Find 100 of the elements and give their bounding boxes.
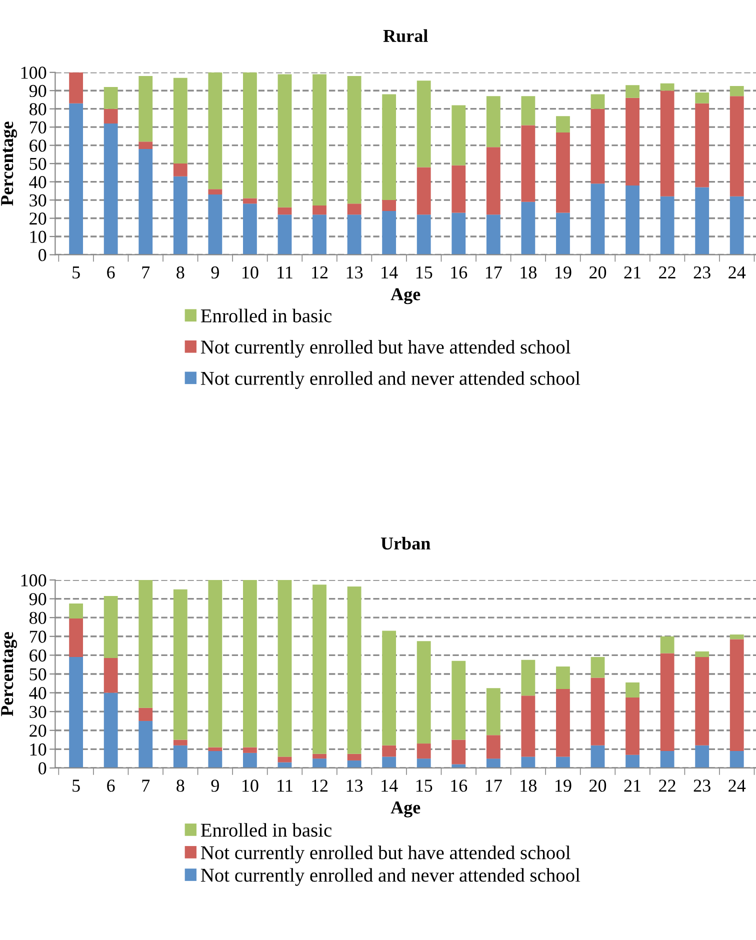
x-tick-label: 5 [72,780,80,792]
bar [695,187,710,255]
bar [486,147,500,215]
bar [452,165,466,213]
bar [278,207,292,215]
bar [382,210,396,255]
x-tick-label: 18 [520,266,537,279]
bar [208,747,222,752]
bar [556,756,570,768]
bar [730,751,744,768]
x-tick-label: 21 [624,266,640,278]
bar [556,132,570,213]
bar [626,682,640,698]
bar [695,745,710,768]
bar [486,758,500,768]
bar [730,639,744,752]
bar [660,90,674,196]
bar [243,204,257,255]
bar [312,758,326,768]
bar [104,108,118,124]
bar [208,72,222,190]
bar [138,142,153,149]
bar [278,74,292,208]
bar [590,657,605,678]
bar [278,580,292,757]
bar [452,764,466,768]
bar [521,756,536,768]
y-tick-label: 30 [30,706,46,718]
bar [660,83,674,91]
bar [590,108,605,184]
bar [312,206,326,215]
y-tick-label: 10 [30,743,46,756]
x-tick-label: 12 [312,780,328,792]
bar [590,184,605,255]
bar [347,214,362,255]
bar [730,634,744,640]
x-tick-label: 17 [486,780,502,792]
x-tick-label: 14 [382,266,398,278]
bar [556,116,570,133]
x-tick-label: 19 [556,780,572,792]
bar [416,641,431,744]
bar [590,678,605,746]
x-tick-label: 17 [486,266,502,278]
x-tick-label: 8 [176,266,184,279]
x-tick-label: 16 [451,780,468,792]
bar [243,752,257,768]
bar [382,745,396,757]
bar [278,756,292,762]
x-tick-label: 20 [590,266,606,279]
x-tick-label: 23 [694,266,710,279]
y-tick-label: 70 [30,630,46,643]
bar [556,666,570,690]
bar [382,630,396,746]
x-tick-label: 8 [176,780,184,792]
y-tick-label: 20 [30,212,46,225]
bar [173,78,188,164]
bar [452,660,466,740]
x-axis-title: Age [390,801,420,818]
y-tick-label: 30 [30,194,46,206]
bar [416,758,431,768]
bar [695,103,710,188]
y-tick-label: 0 [38,762,46,774]
bar [243,198,257,204]
legend-label: Not currently enrolled and never attended school [200,868,580,886]
bar [208,751,222,768]
y-tick-label: 80 [29,103,46,116]
bar [347,204,362,215]
bar [730,196,744,255]
y-tick-label: 70 [30,121,46,134]
x-tick-label: 7 [142,266,150,278]
x-tick-label: 10 [242,780,258,792]
bar [660,751,674,768]
bar [104,86,118,109]
bar [521,202,536,255]
bar [312,74,326,206]
bar [347,760,362,768]
x-tick-label: 5 [72,266,80,279]
x-tick-label: 13 [346,780,363,792]
x-tick-label: 21 [624,780,640,792]
legend-label: Not currently enrolled but have attended school [200,340,570,358]
bar [69,657,84,768]
bar [243,747,257,753]
bar [208,189,222,195]
chart-title: Rural [383,29,428,42]
y-tick-label: 90 [29,593,46,606]
y-axis-title: Percentage [1,632,17,716]
bar [660,636,674,654]
legend-label: Not currently enrolled but have attended school [200,846,570,864]
bar [347,76,362,204]
x-tick-label: 9 [211,780,219,792]
bar [243,72,257,198]
x-tick-label: 13 [346,266,363,279]
bar [452,212,466,255]
bar [556,689,570,757]
bar [312,584,326,754]
y-tick-label: 60 [30,140,46,152]
bar [695,651,710,658]
bar [278,214,292,255]
x-tick-label: 24 [728,780,746,792]
bar [208,580,222,748]
